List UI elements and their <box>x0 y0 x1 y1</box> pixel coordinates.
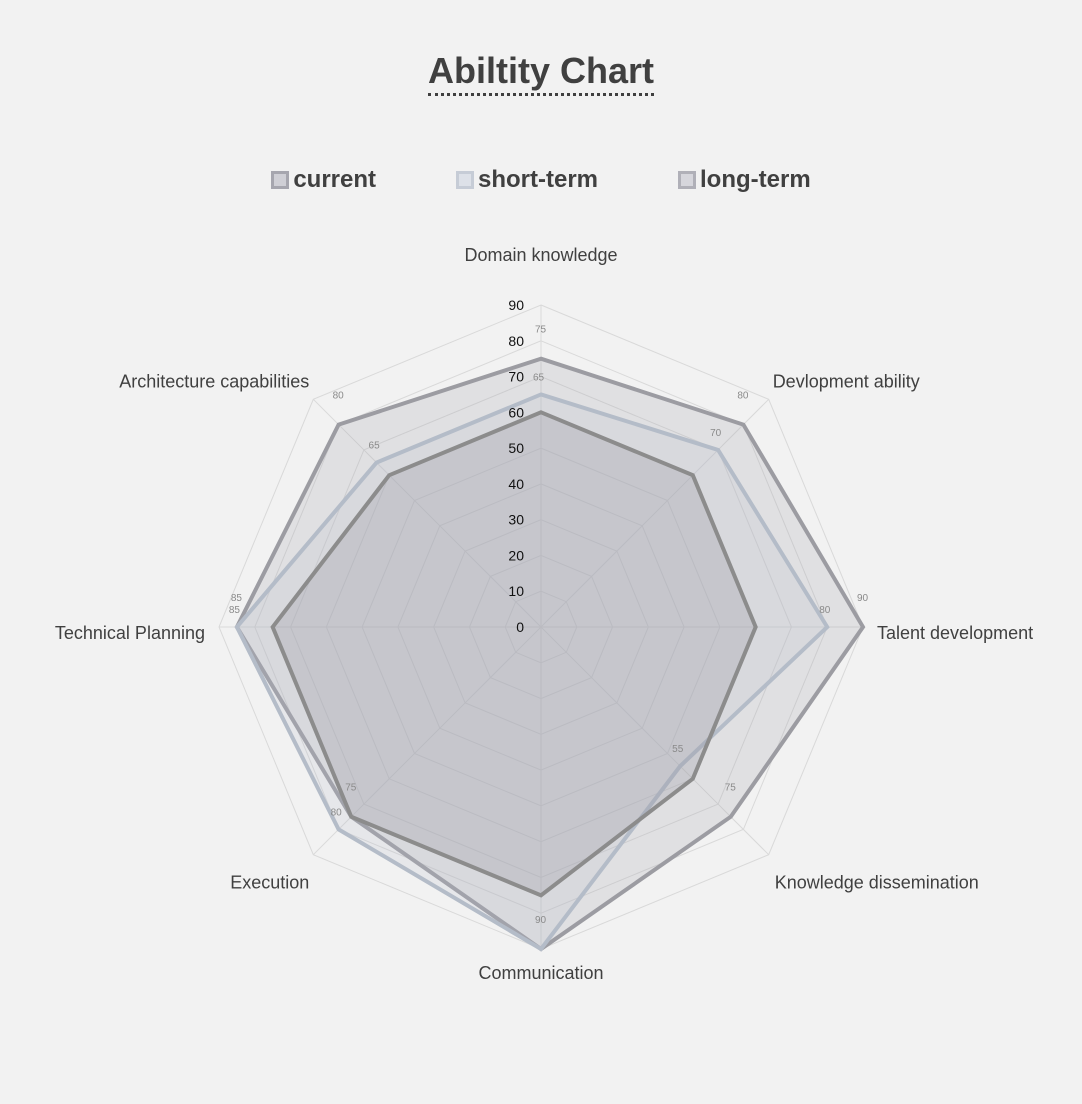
data-label-short-term: 65 <box>369 441 381 452</box>
chart-title: Abiltity Chart <box>0 50 1082 96</box>
axis-label: Talent development <box>877 623 1033 643</box>
legend-label-current: current <box>293 166 376 193</box>
data-label-long-term: 85 <box>231 593 243 604</box>
data-label-long-term: 75 <box>535 325 547 336</box>
tick-label: 50 <box>508 440 524 456</box>
legend-swatch-long-term <box>678 171 697 189</box>
tick-label: 0 <box>516 619 524 635</box>
tick-label: 40 <box>508 476 524 492</box>
data-label-short-term: 80 <box>331 807 343 818</box>
tick-label: 80 <box>508 333 524 349</box>
data-label-short-term: 70 <box>710 428 722 439</box>
data-label-short-term: 55 <box>672 744 684 755</box>
legend-swatch-current <box>271 171 290 189</box>
tick-label: 60 <box>508 404 524 420</box>
tick-label: 70 <box>508 369 524 385</box>
radar-series <box>234 356 866 952</box>
data-label-short-term: 85 <box>229 605 241 616</box>
data-label-short-term: 65 <box>533 372 545 383</box>
axis-label: Knowledge dissemination <box>775 873 979 893</box>
series-current <box>270 410 758 898</box>
data-label-long-term: 90 <box>857 593 869 604</box>
data-label-long-term: 80 <box>737 391 749 402</box>
legend-item-short-term[interactable]: short-term <box>456 166 598 194</box>
radar-labels: 65 70 80 55 80 85 65 75 80 90 75 90 75 85 80 0 10 20 30 40 5… <box>55 245 1033 983</box>
axis-label: Execution <box>230 873 309 893</box>
axis-label: Devlopment ability <box>773 371 920 391</box>
data-label-long-term: 80 <box>333 391 345 402</box>
series-short-term <box>234 392 830 952</box>
data-label-long-term: 75 <box>345 783 357 794</box>
grid-spoke <box>540 398 770 628</box>
tick-label: 30 <box>508 512 524 528</box>
legend-item-long-term[interactable]: long-term <box>678 166 811 194</box>
axis-label: Communication <box>478 963 603 983</box>
legend-label-short-term: short-term <box>478 166 599 193</box>
grid-spoke <box>312 398 542 628</box>
data-label-short-term: 80 <box>819 605 831 616</box>
tick-label: 10 <box>508 583 524 599</box>
legend: current short-term long-term <box>0 166 1082 194</box>
tick-label: 90 <box>508 297 524 313</box>
tick-label: 20 <box>508 547 524 563</box>
axis-label: Technical Planning <box>55 623 205 643</box>
axis-label: Architecture capabilities <box>119 371 309 391</box>
data-label-long-term: 75 <box>725 783 737 794</box>
legend-item-current[interactable]: current <box>271 166 376 194</box>
chart-title-text: Abiltity Chart <box>427 50 654 96</box>
legend-label-long-term: long-term <box>700 166 811 193</box>
legend-swatch-short-term <box>456 171 474 189</box>
axis-label: Domain knowledge <box>464 245 617 265</box>
data-label-long-term: 90 <box>535 915 547 926</box>
